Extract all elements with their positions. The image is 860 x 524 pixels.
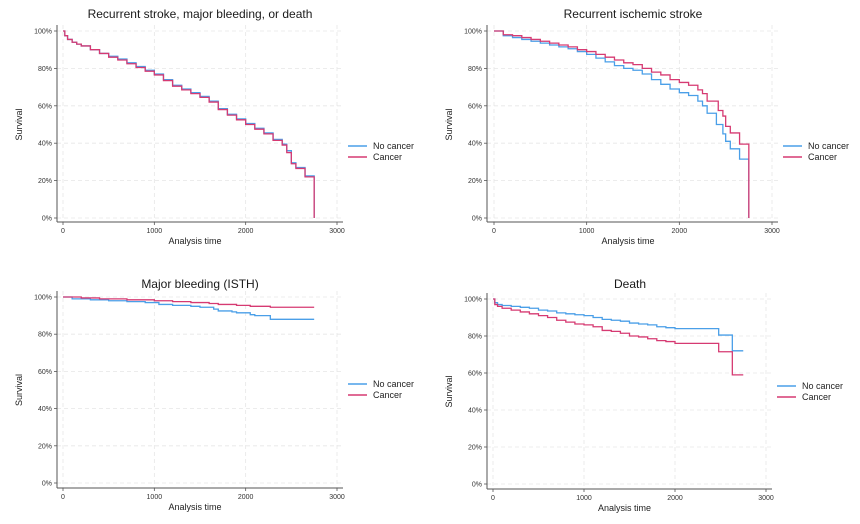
y-tick-label: 100% [34,295,52,302]
chart-title: Death [614,277,646,291]
legend-label: Cancer [373,390,402,400]
x-tick-label: 0 [492,228,496,235]
y-tick-label: 60% [468,371,482,378]
series-line-no-cancer [494,30,750,218]
y-tick-label: 20% [38,443,52,450]
x-tick-label: 3000 [764,228,780,235]
chart-title: Recurrent ischemic stroke [564,7,703,21]
x-tick-label: 1000 [147,228,163,235]
y-tick-label: 40% [468,141,482,148]
y-tick-label: 80% [38,332,52,339]
y-axis-label: Survival [14,374,24,406]
chart-title: Recurrent stroke, major bleeding, or dea… [88,7,313,21]
series-line-no-cancer [493,298,744,352]
legend-label: No cancer [802,381,843,391]
y-tick-label: 0% [472,482,482,489]
x-tick-label: 2000 [672,228,688,235]
y-tick-label: 80% [38,66,52,73]
y-axis-label: Survival [444,375,454,407]
series-line-cancer [63,30,315,218]
y-tick-label: 60% [38,369,52,376]
x-axis-label: Analysis time [168,502,221,512]
x-tick-label: 0 [491,495,495,502]
legend-label: Cancer [808,152,837,162]
series-line-no-cancer [63,296,315,320]
y-tick-label: 100% [34,29,52,36]
x-tick-label: 1000 [579,228,595,235]
x-tick-label: 2000 [238,228,254,235]
y-tick-label: 40% [38,141,52,148]
series-line-cancer [63,296,315,308]
y-tick-label: 100% [464,297,482,304]
x-axis-label: Analysis time [601,236,654,246]
y-axis-label: Survival [444,108,454,140]
x-tick-label: 3000 [329,228,345,235]
x-axis-label: Analysis time [168,236,221,246]
y-tick-label: 0% [472,216,482,223]
y-tick-label: 0% [42,481,52,488]
y-tick-label: 40% [468,408,482,415]
x-tick-label: 0 [61,228,65,235]
x-axis-label: Analysis time [598,503,651,513]
legend-label: Cancer [373,152,402,162]
series-line-cancer [493,298,744,376]
chart-panel-1: 0% 20% 40% 60% 80% 100% 0 1000 2000 3000 Recurrent… [14,7,414,246]
legend-label: No cancer [808,141,849,151]
y-tick-label: 60% [468,103,482,110]
legend-label: Cancer [802,392,831,402]
legend-label: No cancer [373,379,414,389]
y-tick-label: 20% [468,445,482,452]
chart-panel-3: 0% 20% 40% 60% 80% 100% 0 1000 2000 3000 Major ble… [14,277,414,512]
legend-label: No cancer [373,141,414,151]
series-line-cancer [494,30,750,218]
y-axis-label: Survival [14,108,24,140]
y-tick-label: 100% [464,29,482,36]
x-tick-label: 2000 [667,495,683,502]
y-tick-label: 80% [468,66,482,73]
x-tick-label: 1000 [147,494,163,501]
y-tick-label: 20% [468,178,482,185]
y-tick-label: 40% [38,406,52,413]
chart-title: Major bleeding (ISTH) [141,277,258,291]
chart-panel-2: 0% 20% 40% 60% 80% 100% 0 1000 2000 3000 Recurrent… [444,7,849,246]
y-tick-label: 20% [38,178,52,185]
x-tick-label: 0 [61,494,65,501]
series-line-no-cancer [63,30,315,218]
x-tick-label: 3000 [329,494,345,501]
x-tick-label: 2000 [238,494,254,501]
y-tick-label: 0% [42,216,52,223]
x-tick-label: 3000 [758,495,774,502]
y-tick-label: 80% [468,334,482,341]
chart-panel-4: 0% 20% 40% 60% 80% 100% 0 1000 2000 3000 Death Anal… [444,277,843,513]
x-tick-label: 1000 [576,495,592,502]
y-tick-label: 60% [38,103,52,110]
